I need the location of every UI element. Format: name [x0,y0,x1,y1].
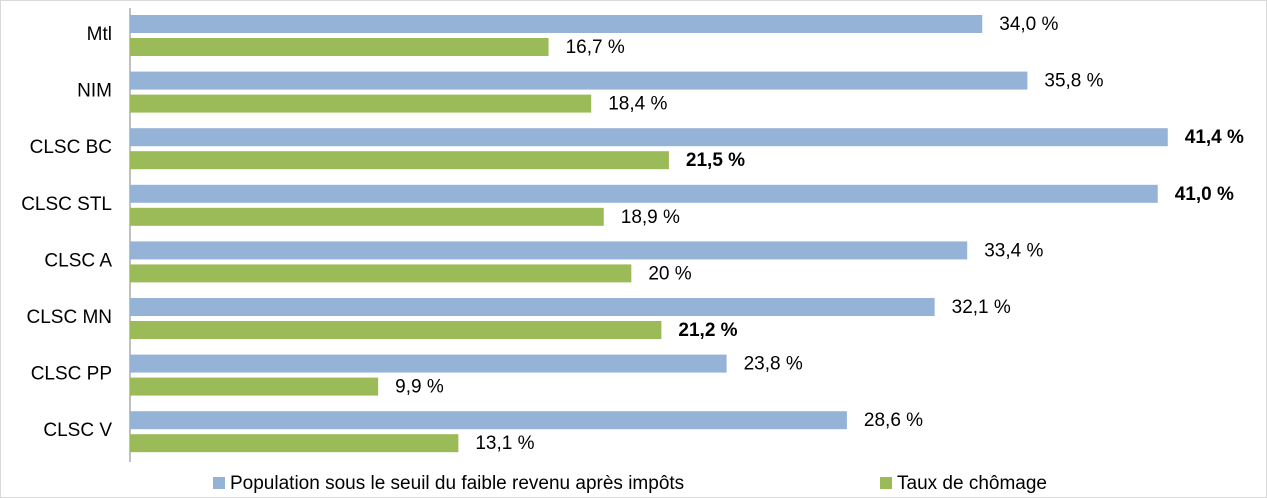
y-tick-label: NIM [77,81,112,102]
value-label: 13,1 % [475,433,534,454]
bar [130,321,662,339]
bar [130,434,459,453]
bar [130,241,968,260]
y-tick-label: CLSC A [44,250,112,271]
value-label: 34,0 % [999,14,1058,35]
value-label: 41,4 % [1185,127,1244,148]
bar [130,264,632,283]
legend-label: Taux de chômage [897,473,1047,494]
value-label: 33,4 % [984,240,1043,261]
legend-swatch [213,477,225,489]
bar [130,128,1168,147]
bar [130,411,847,430]
bar [130,207,604,226]
bar [130,71,1028,90]
value-label: 21,5 % [686,150,745,171]
y-tick-label: CLSC BC [30,137,112,158]
bar [130,94,592,113]
legend-swatch [880,477,892,489]
value-label: 9,9 % [395,377,444,398]
bar [130,298,935,316]
value-label: 23,8 % [744,354,803,375]
y-tick-label: CLSC MN [26,307,112,328]
value-label: 35,8 % [1044,71,1103,92]
value-label: 41,0 % [1175,184,1234,205]
bar [130,184,1158,203]
value-label: 28,6 % [864,410,923,431]
value-label: 20 % [648,263,691,284]
y-tick-label: CLSC STL [21,194,112,215]
bar [130,354,727,373]
y-tick-label: Mtl [87,24,112,45]
bar [130,38,549,56]
value-label: 21,2 % [678,320,737,341]
value-label: 16,7 % [566,37,625,58]
bar [130,151,669,170]
value-label: 18,9 % [621,207,680,228]
y-tick-label: CLSC PP [31,364,112,385]
value-label: 32,1 % [952,297,1011,318]
legend-label: Population sous le seuil du faible reven… [230,473,684,494]
value-label: 18,4 % [608,94,667,115]
bar [130,15,983,33]
y-tick-label: CLSC V [43,420,112,441]
bar [130,377,379,396]
